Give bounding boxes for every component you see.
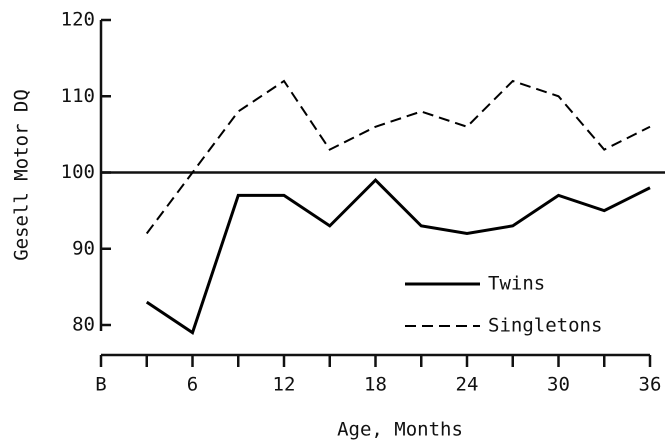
x-tick-label: 6 xyxy=(187,374,198,396)
x-tick-label: 12 xyxy=(273,374,296,396)
y-tick-label: 90 xyxy=(72,237,95,259)
x-tick-label: 36 xyxy=(639,374,662,396)
y-tick-label: 80 xyxy=(72,314,95,336)
y-axis-label: Gesell Motor DQ xyxy=(11,89,33,261)
x-tick-label: 30 xyxy=(547,374,570,396)
y-tick-label: 110 xyxy=(61,85,95,107)
x-tick-label: 24 xyxy=(456,374,479,396)
series-line xyxy=(145,178,651,335)
y-tick-label: 100 xyxy=(61,161,95,183)
legend-label: Singletons xyxy=(488,315,602,337)
x-tick-label: 18 xyxy=(364,374,387,396)
x-tick-label: B xyxy=(95,374,106,396)
y-tick-label: 120 xyxy=(61,9,95,31)
legend-label: Twins xyxy=(488,273,545,295)
x-axis-label: Age, Months xyxy=(337,419,463,441)
series-line xyxy=(145,79,651,235)
